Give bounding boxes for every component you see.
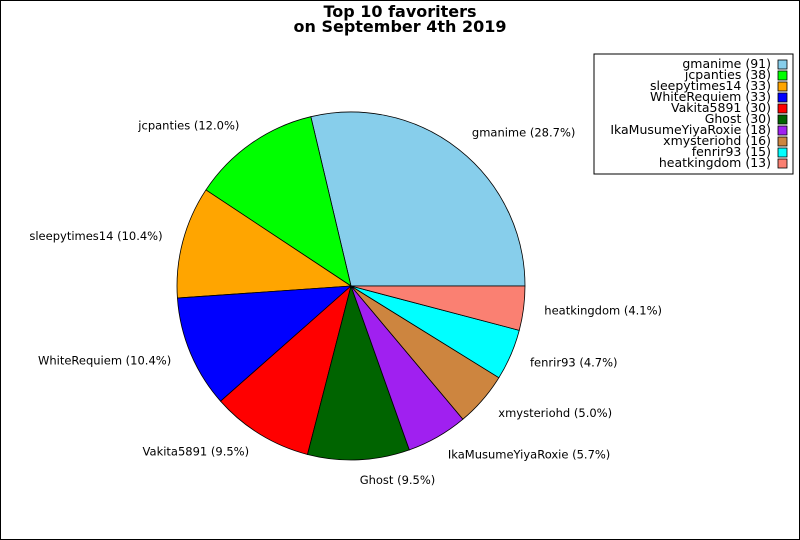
- legend-label-heatkingdom: heatkingdom (13): [659, 155, 771, 170]
- pie-slice-jcpanties: [205, 116, 352, 287]
- chart-title-line-2: on September 4th 2019: [294, 17, 507, 36]
- pie-slice-sleepytimes14: [176, 189, 352, 299]
- pie-slice-labels: gmanime (28.7%) jcpanties (12.0%) sleepyti…: [29, 119, 662, 488]
- slice-label-sleepytimes14: sleepytimes14 (10.4%): [29, 229, 162, 243]
- slice-label-heatkingdom: heatkingdom (4.1%): [544, 304, 662, 318]
- slice-label-ghost: Ghost (9.5%): [360, 473, 436, 487]
- pie-slice-heatkingdom: [350, 285, 526, 331]
- legend-label-xmysteriohd: xmysteriohd (16): [663, 133, 771, 148]
- legend-swatch-jcpanties: [777, 70, 788, 81]
- legend-label-ghost: Ghost (30): [705, 111, 771, 126]
- slice-label-vakita5891: Vakita5891 (9.5%): [143, 445, 250, 459]
- legend-box: [593, 53, 794, 175]
- pie-slice-gmanime: [310, 111, 526, 287]
- legend-label-gmanime: gmanime (91): [682, 56, 771, 71]
- slice-label-xmysteriohd: xmysteriohd (5.0%): [498, 406, 612, 420]
- legend-swatch-sleepytimes14: [777, 81, 788, 92]
- legend-label-fenrir93: fenrir93 (15): [692, 144, 771, 159]
- slice-label-fenrir93: fenrir93 (4.7%): [530, 356, 618, 370]
- legend-swatch-ghost: [777, 114, 788, 125]
- legend: gmanime (91)jcpanties (38)sleepytimes14 …: [593, 53, 794, 175]
- legend-swatch-vakita5891: [777, 103, 788, 114]
- legend-swatch-heatkingdom: [777, 158, 788, 169]
- slice-label-ika-musume-yiya-roxie: IkaMusumeYiyaRoxie (5.7%): [448, 448, 610, 462]
- legend-swatch-white-requiem: [777, 92, 788, 103]
- slice-label-jcpanties: jcpanties (12.0%): [137, 119, 239, 133]
- pie-slice-white-requiem: [177, 285, 352, 402]
- chart-title-line-1: Top 10 favoriters: [323, 2, 476, 21]
- legend-label-vakita5891: Vakita5891 (30): [671, 100, 771, 115]
- pie-slices: [176, 111, 526, 461]
- legend-swatch-ika-musume-yiya-roxie: [777, 125, 788, 136]
- legend-label-sleepytimes14: sleepytimes14 (33): [650, 78, 771, 93]
- legend-swatch-fenrir93: [777, 147, 788, 158]
- legend-swatch-xmysteriohd: [777, 136, 788, 147]
- slice-label-white-requiem: WhiteRequiem (10.4%): [38, 354, 171, 368]
- legend-label-white-requiem: WhiteRequiem (33): [650, 89, 771, 104]
- legend-label-jcpanties: jcpanties (38): [684, 67, 771, 82]
- legend-swatch-gmanime: [777, 59, 788, 70]
- pie-slice-ghost: [307, 285, 410, 461]
- slice-label-gmanime: gmanime (28.7%): [472, 126, 575, 140]
- legend-label-ika-musume-yiya-roxie: IkaMusumeYiyaRoxie (18): [610, 122, 771, 137]
- pie-slice-vakita5891: [220, 285, 352, 455]
